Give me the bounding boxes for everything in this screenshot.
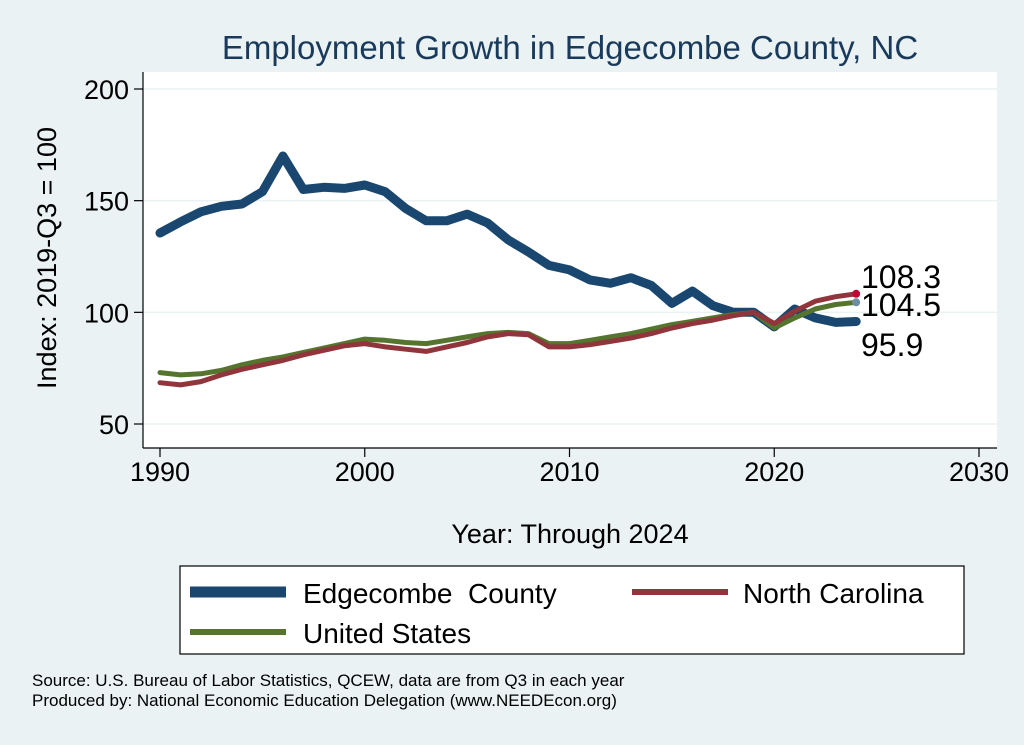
y-tick-label-150: 150 [84,187,129,217]
legend-label-edgecombe-county: Edgecombe County [303,578,557,609]
x-tick-label-2020: 2020 [744,457,804,487]
series-layer [155,151,861,388]
y-tick-label-200: 200 [84,75,129,105]
x-tick-label-2030: 2030 [949,457,1009,487]
end-label-edgecombe-county: 95.9 [861,327,923,363]
series-line-north-carolina [157,291,859,388]
y-tick-label-100: 100 [84,298,129,328]
y-tick-label-50: 50 [99,410,129,440]
y-axis-label: Index: 2019-Q3 = 100 [32,127,62,389]
end-label-united-states: 104.5 [861,287,941,323]
end-marker-united-states [852,298,861,307]
x-tick-label-2000: 2000 [335,457,395,487]
credit-note: Produced by: National Economic Education… [32,691,617,710]
source-note: Source: U.S. Bureau of Labor Statistics,… [32,671,625,690]
chart-title: Employment Growth in Edgecombe County, N… [222,29,918,66]
legend-label-north-carolina: North Carolina [743,578,924,609]
legend-box [179,565,965,655]
plot-background [143,72,997,448]
x-tick-label-2010: 2010 [539,457,599,487]
x-tick-label-1990: 1990 [130,457,190,487]
end-marker-north-carolina [852,289,861,298]
chart-svg: 50 100 150 200 1990 2000 2010 2020 2030 108.3 10… [32,29,1009,655]
end-label-north-carolina: 108.3 [861,259,941,295]
x-axis-label: Year: Through 2024 [451,519,688,549]
legend: Edgecombe County North Carolina United S… [179,565,965,655]
grid-layer [143,88,997,425]
legend-label-united-states: United States [303,618,471,649]
end-marker-edgecombe-county [852,317,861,326]
label-layer: 108.3 104.5 95.9 [861,259,941,363]
axes-layer: 50 100 150 200 1990 2000 2010 2020 2030 [84,72,1009,487]
